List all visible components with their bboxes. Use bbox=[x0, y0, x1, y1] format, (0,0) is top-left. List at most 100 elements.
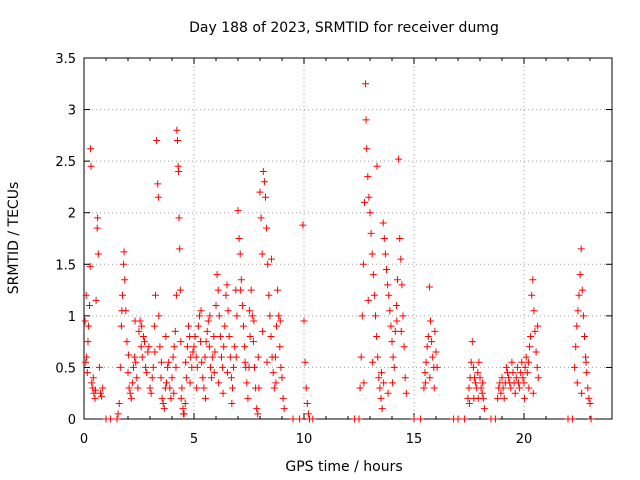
data-point bbox=[578, 389, 586, 397]
data-point bbox=[581, 332, 588, 340]
data-point bbox=[94, 214, 102, 222]
data-point bbox=[583, 369, 591, 377]
data-point bbox=[576, 271, 584, 279]
data-point bbox=[228, 400, 236, 408]
data-point bbox=[162, 332, 170, 340]
data-point bbox=[172, 363, 180, 371]
data-point bbox=[130, 363, 137, 371]
data-point bbox=[231, 343, 239, 351]
data-point bbox=[170, 389, 178, 397]
data-point bbox=[388, 338, 396, 346]
x-axis-label: GPS time / hours bbox=[285, 459, 402, 475]
data-point bbox=[138, 353, 146, 361]
data-point bbox=[300, 317, 308, 325]
data-point bbox=[529, 276, 537, 284]
data-point bbox=[505, 374, 513, 382]
data-point bbox=[168, 374, 176, 382]
data-point bbox=[355, 415, 363, 423]
data-point bbox=[199, 374, 207, 382]
data-point bbox=[574, 307, 582, 315]
data-point bbox=[210, 369, 218, 377]
data-point bbox=[232, 353, 240, 361]
data-point bbox=[223, 281, 231, 289]
data-point bbox=[196, 312, 203, 320]
data-point bbox=[397, 327, 405, 335]
data-point bbox=[528, 291, 536, 299]
data-point bbox=[229, 384, 236, 392]
data-point bbox=[422, 358, 430, 366]
data-point bbox=[213, 271, 221, 279]
data-point bbox=[467, 358, 475, 366]
data-point bbox=[247, 286, 255, 294]
data-point bbox=[235, 235, 243, 242]
data-point bbox=[119, 291, 126, 299]
data-point bbox=[417, 415, 425, 423]
data-point bbox=[166, 384, 174, 392]
data-point bbox=[203, 327, 211, 335]
x-tick-label: 5 bbox=[190, 432, 198, 447]
data-point bbox=[177, 394, 185, 402]
data-point bbox=[259, 327, 267, 335]
data-point bbox=[91, 386, 99, 394]
data-point bbox=[171, 327, 179, 335]
data-point bbox=[150, 322, 158, 330]
data-point bbox=[425, 283, 433, 291]
data-point bbox=[263, 358, 271, 366]
data-point bbox=[359, 260, 367, 268]
data-point bbox=[296, 415, 304, 423]
data-point bbox=[144, 348, 152, 356]
data-point bbox=[185, 322, 192, 330]
data-point bbox=[191, 332, 199, 340]
data-point bbox=[87, 145, 95, 153]
data-point bbox=[573, 322, 581, 330]
data-point bbox=[92, 296, 100, 304]
data-point bbox=[256, 188, 264, 196]
data-point bbox=[474, 394, 482, 402]
data-point bbox=[401, 374, 409, 382]
y-axis-label: SRMTID / TECUs bbox=[6, 182, 22, 295]
data-point bbox=[237, 286, 245, 294]
data-point bbox=[157, 358, 165, 366]
data-point bbox=[373, 162, 381, 170]
data-point bbox=[198, 358, 206, 366]
data-point bbox=[156, 343, 164, 351]
data-point bbox=[81, 317, 89, 325]
data-point bbox=[254, 353, 262, 361]
data-point bbox=[394, 276, 401, 284]
data-point bbox=[245, 307, 253, 315]
data-point bbox=[432, 348, 440, 356]
data-point bbox=[264, 260, 272, 268]
data-point bbox=[241, 358, 249, 366]
data-point bbox=[226, 353, 234, 361]
data-point bbox=[385, 291, 393, 299]
data-point bbox=[362, 80, 370, 88]
data-point bbox=[369, 271, 377, 279]
data-point bbox=[516, 384, 524, 392]
data-point bbox=[124, 369, 132, 377]
data-point bbox=[90, 389, 98, 397]
data-point bbox=[267, 332, 275, 340]
data-point bbox=[454, 415, 462, 423]
data-point bbox=[94, 250, 102, 258]
data-point bbox=[246, 332, 254, 340]
data-point bbox=[83, 369, 91, 377]
data-point bbox=[267, 255, 275, 263]
data-point bbox=[87, 162, 95, 170]
data-point bbox=[395, 155, 403, 163]
data-point bbox=[465, 400, 473, 408]
data-point bbox=[400, 343, 408, 351]
data-point bbox=[525, 384, 533, 392]
data-point bbox=[165, 358, 173, 366]
data-point bbox=[364, 173, 372, 181]
data-point bbox=[577, 245, 585, 253]
data-point bbox=[524, 358, 532, 366]
data-point bbox=[517, 369, 525, 377]
data-point bbox=[380, 379, 388, 387]
data-point bbox=[219, 389, 227, 397]
data-point bbox=[126, 389, 134, 397]
data-point bbox=[526, 343, 533, 351]
data-point bbox=[277, 363, 285, 371]
data-point bbox=[271, 353, 279, 361]
data-point bbox=[423, 343, 431, 351]
data-point bbox=[216, 332, 224, 340]
